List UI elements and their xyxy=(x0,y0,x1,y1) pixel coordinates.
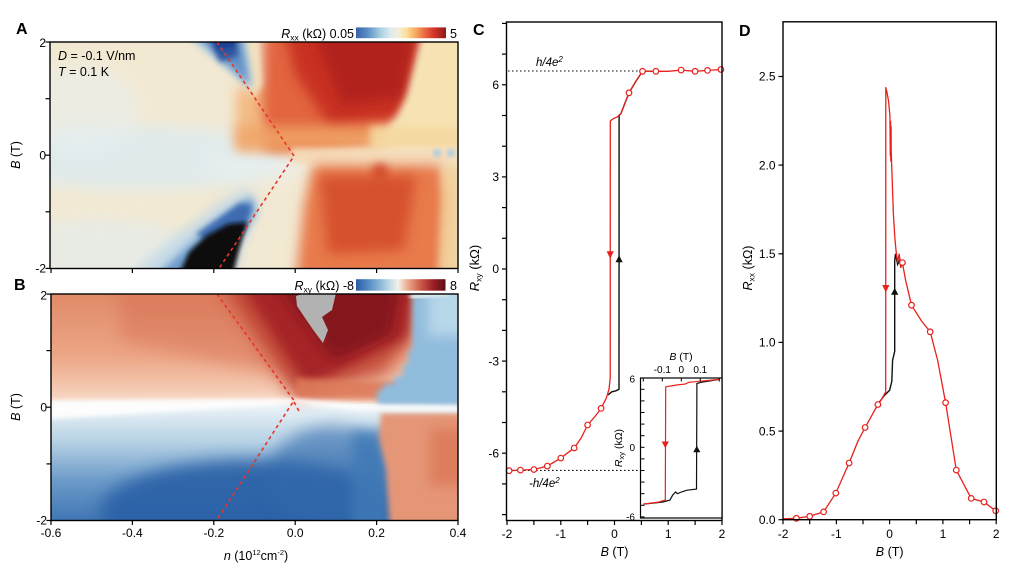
svg-text:-2: -2 xyxy=(35,262,46,276)
svg-text:Rxx (kΩ): Rxx (kΩ) xyxy=(741,246,757,291)
svg-text:1.0: 1.0 xyxy=(759,336,776,350)
svg-text:B: B xyxy=(14,277,26,294)
svg-text:-6: -6 xyxy=(488,446,499,460)
svg-text:6: 6 xyxy=(492,78,499,92)
svg-text:-3: -3 xyxy=(488,354,499,368)
svg-text:-0.1: -0.1 xyxy=(654,365,672,376)
svg-text:2: 2 xyxy=(39,36,46,50)
svg-text:C: C xyxy=(473,22,485,39)
svg-text:-0.2: -0.2 xyxy=(203,526,224,540)
svg-text:0.4: 0.4 xyxy=(450,526,467,540)
svg-text:T = 0.1 K: T = 0.1 K xyxy=(58,65,110,79)
svg-text:0: 0 xyxy=(39,149,46,163)
svg-text:h/4e2: h/4e2 xyxy=(536,55,563,69)
svg-text:-2: -2 xyxy=(36,514,47,528)
svg-text:0: 0 xyxy=(492,262,499,276)
svg-text:0.2: 0.2 xyxy=(368,526,385,540)
svg-text:-2: -2 xyxy=(778,527,789,541)
svg-text:-2: -2 xyxy=(502,527,513,541)
svg-text:0: 0 xyxy=(679,365,685,376)
svg-text:Rxx (kΩ) 0.05: Rxx (kΩ) 0.05 xyxy=(281,27,354,43)
svg-text:0.0: 0.0 xyxy=(287,526,304,540)
svg-text:Rxy (kΩ) -8: Rxy (kΩ) -8 xyxy=(294,279,354,295)
svg-text:2: 2 xyxy=(40,289,47,303)
svg-text:-1: -1 xyxy=(831,527,842,541)
svg-text:-6: -6 xyxy=(626,512,635,523)
svg-text:-0.6: -0.6 xyxy=(41,526,62,540)
svg-text:6: 6 xyxy=(629,375,635,386)
svg-text:A: A xyxy=(16,21,28,38)
svg-text:0: 0 xyxy=(629,443,635,454)
svg-text:n (1012cm-2): n (1012cm-2) xyxy=(224,548,288,563)
svg-text:Rxy (kΩ): Rxy (kΩ) xyxy=(467,245,484,291)
svg-text:0.5: 0.5 xyxy=(759,424,776,438)
svg-text:0.1: 0.1 xyxy=(693,365,707,376)
svg-text:1: 1 xyxy=(665,527,672,541)
svg-text:5: 5 xyxy=(450,27,457,41)
svg-text:-0.4: -0.4 xyxy=(122,526,143,540)
svg-text:1.5: 1.5 xyxy=(759,247,776,261)
svg-text:8: 8 xyxy=(450,279,457,293)
svg-text:0: 0 xyxy=(611,527,618,541)
svg-text:B (T): B (T) xyxy=(601,545,629,559)
svg-text:B (T): B (T) xyxy=(9,393,23,421)
svg-text:2.5: 2.5 xyxy=(759,70,776,84)
svg-text:3: 3 xyxy=(492,170,499,184)
svg-text:-1: -1 xyxy=(555,527,566,541)
svg-text:2.0: 2.0 xyxy=(759,158,776,172)
svg-text:0.0: 0.0 xyxy=(759,513,776,527)
svg-text:2: 2 xyxy=(993,527,1000,541)
svg-text:B (T): B (T) xyxy=(9,141,23,169)
svg-text:1: 1 xyxy=(940,527,947,541)
svg-text:D = -0.1 V/nm: D = -0.1 V/nm xyxy=(58,49,135,63)
svg-text:Rxy (kΩ): Rxy (kΩ) xyxy=(613,429,626,467)
svg-text:2: 2 xyxy=(719,527,726,541)
svg-text:D: D xyxy=(739,23,751,40)
svg-text:B (T): B (T) xyxy=(669,351,692,363)
svg-text:0: 0 xyxy=(886,527,893,541)
svg-text:0: 0 xyxy=(40,401,47,415)
svg-text:-h/4e2: -h/4e2 xyxy=(529,476,560,490)
svg-text:B (T): B (T) xyxy=(876,545,904,559)
